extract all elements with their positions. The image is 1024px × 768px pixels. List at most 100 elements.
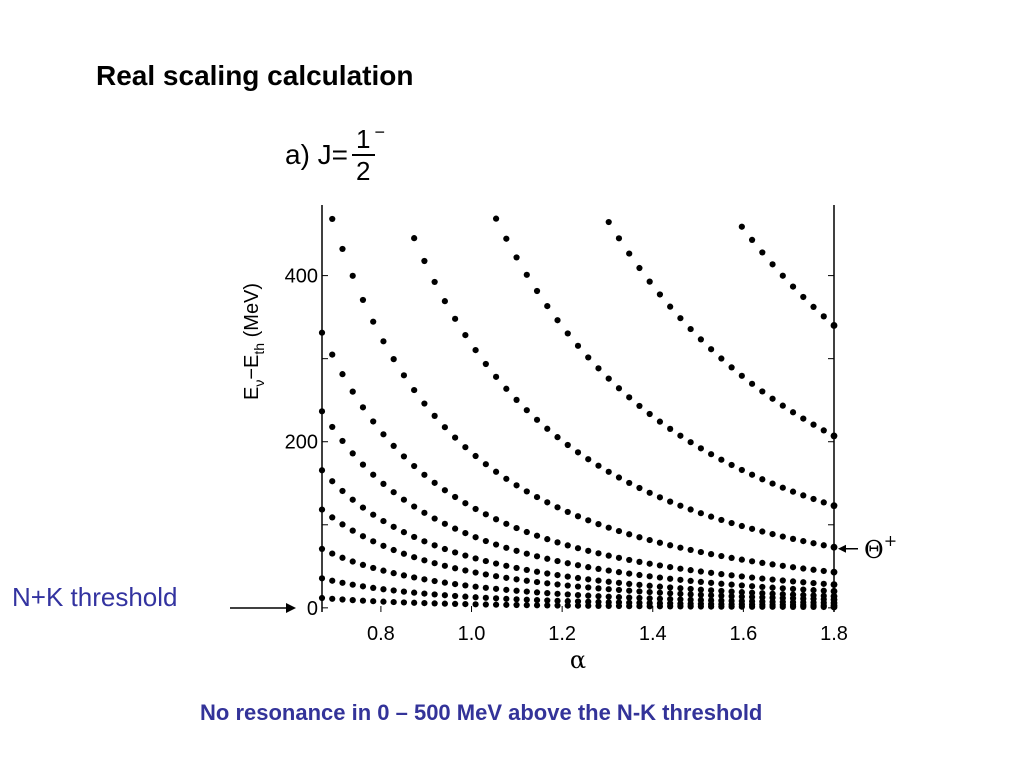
data-point xyxy=(482,571,489,578)
data-point xyxy=(564,508,571,516)
data-point xyxy=(636,264,643,272)
data-point xyxy=(697,586,704,593)
data-point xyxy=(533,553,541,560)
data-point xyxy=(472,505,479,513)
data-point xyxy=(810,579,817,587)
data-point xyxy=(329,595,336,602)
threshold-label: N+K threshold xyxy=(12,582,178,612)
data-point xyxy=(687,567,694,574)
data-point xyxy=(462,500,469,507)
data-point xyxy=(339,579,346,586)
data-point xyxy=(523,602,530,609)
data-point xyxy=(830,587,838,595)
data-point xyxy=(411,533,418,541)
theta-arrow-head xyxy=(838,544,846,553)
data-point xyxy=(810,592,817,599)
data-point xyxy=(370,538,377,545)
data-point xyxy=(431,542,438,549)
data-point xyxy=(318,506,326,513)
x-tick-label: 1.4 xyxy=(639,623,667,645)
data-point xyxy=(810,303,817,311)
data-point xyxy=(462,444,469,451)
data-point xyxy=(697,596,704,604)
data-point xyxy=(667,584,674,591)
data-point xyxy=(574,602,582,609)
data-point xyxy=(329,215,336,223)
data-point xyxy=(789,535,797,542)
data-point xyxy=(523,488,530,495)
data-point xyxy=(503,544,510,551)
data-point xyxy=(615,474,623,481)
data-point xyxy=(800,293,807,301)
data-point xyxy=(748,558,756,565)
data-point xyxy=(318,545,326,552)
data-point xyxy=(748,236,756,243)
data-point xyxy=(759,583,766,591)
spin-denominator: 2 xyxy=(356,156,371,186)
data-point xyxy=(667,596,674,603)
data-point xyxy=(728,554,735,561)
data-point xyxy=(728,597,735,604)
data-point xyxy=(738,556,745,563)
data-point xyxy=(472,555,479,562)
data-point xyxy=(789,409,797,416)
data-point xyxy=(615,594,623,601)
data-point xyxy=(646,536,653,544)
data-point xyxy=(667,425,674,432)
data-point xyxy=(718,355,725,362)
data-point xyxy=(626,587,633,594)
data-point xyxy=(390,442,397,449)
data-point xyxy=(359,504,367,511)
x-tick-label: 1.0 xyxy=(458,623,486,645)
data-point xyxy=(626,250,633,257)
y-tick-label: 200 xyxy=(285,432,318,454)
data-point xyxy=(380,338,387,345)
data-point xyxy=(411,462,418,470)
data-point xyxy=(810,421,817,428)
data-point xyxy=(656,539,664,546)
data-point xyxy=(441,424,448,431)
data-point xyxy=(349,597,356,604)
data-point xyxy=(533,597,541,604)
data-point xyxy=(400,372,408,379)
data-point xyxy=(595,593,602,600)
data-point xyxy=(574,562,582,569)
data-point xyxy=(544,536,551,543)
data-point xyxy=(626,479,633,487)
data-point xyxy=(708,513,715,520)
data-point xyxy=(636,571,643,579)
parity-sign: − xyxy=(374,122,386,142)
data-point xyxy=(564,542,571,549)
data-point xyxy=(564,573,571,580)
data-point xyxy=(339,487,346,495)
data-point xyxy=(523,550,530,557)
data-point xyxy=(503,475,510,482)
data-point xyxy=(646,410,653,418)
data-point xyxy=(626,599,633,606)
data-point xyxy=(687,591,694,598)
data-point xyxy=(359,583,367,590)
data-point xyxy=(595,565,602,573)
data-point xyxy=(472,347,479,354)
data-point xyxy=(492,541,500,548)
data-point xyxy=(482,511,489,518)
data-point xyxy=(533,493,541,501)
y-axis-label-text: Eν−Eth (MeV) xyxy=(241,283,267,400)
data-point xyxy=(769,480,776,487)
y-axis-label-part: E xyxy=(241,387,263,400)
data-point xyxy=(615,569,623,576)
data-point xyxy=(554,434,561,441)
data-point xyxy=(789,578,797,585)
data-point xyxy=(748,525,756,532)
data-point xyxy=(656,583,664,590)
data-point xyxy=(329,478,336,485)
data-point xyxy=(636,558,643,565)
data-point xyxy=(370,564,377,572)
y-tick-label: 400 xyxy=(285,266,318,288)
data-point xyxy=(462,582,469,589)
data-point xyxy=(779,533,786,540)
data-point xyxy=(421,471,428,478)
data-point xyxy=(830,581,838,588)
data-point xyxy=(789,585,797,593)
data-point xyxy=(585,354,592,361)
